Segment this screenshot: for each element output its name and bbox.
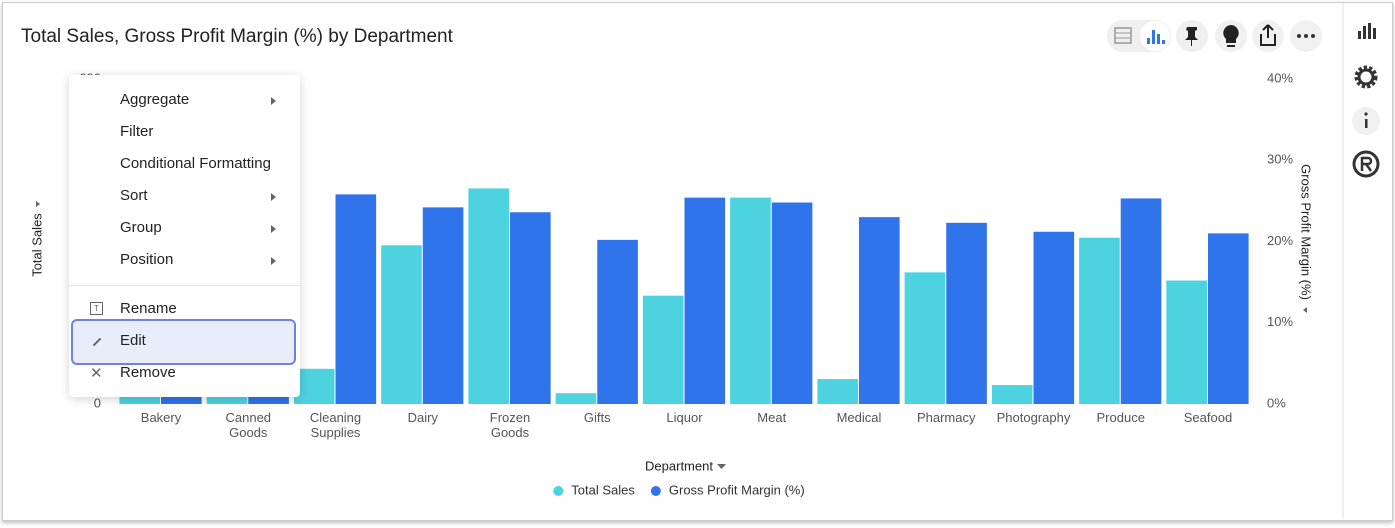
bar (1166, 280, 1207, 404)
menu-highlight (71, 319, 296, 365)
submenu-arrow (271, 97, 276, 105)
bar (468, 188, 510, 404)
submenu-arrow (271, 257, 276, 265)
x-tick-label: Gifts (583, 410, 611, 425)
bar (1207, 233, 1249, 404)
x-tick-label: Meat (757, 410, 787, 425)
y2-tick-label: 10% (1267, 314, 1293, 329)
menu-item[interactable]: Filter (120, 123, 154, 140)
y2-axis-caret[interactable] (1303, 307, 1307, 313)
menu-item[interactable]: Aggregate (120, 91, 190, 108)
bar (684, 197, 726, 404)
bar (817, 379, 858, 404)
y2-tick-label: 40% (1267, 70, 1293, 85)
submenu-arrow (271, 225, 276, 233)
x-tick-label: Bakery (140, 410, 182, 425)
submenu-arrow (271, 193, 276, 201)
bar (510, 212, 551, 404)
x-tick-label: Dairy (407, 410, 438, 425)
x-tick-label: Pharmacy (916, 410, 976, 425)
bar (555, 393, 597, 404)
share-icon (1260, 24, 1276, 46)
y2-tick-label: 20% (1267, 233, 1293, 248)
y-axis-title: Total Sales (29, 213, 44, 277)
y-axis-caret[interactable] (36, 201, 40, 207)
bar (858, 217, 900, 404)
x-axis-title: Department (645, 458, 713, 473)
menu-item[interactable]: Rename (120, 300, 177, 317)
x-tick-label: Frozen Goods (489, 410, 531, 440)
sidebar-chart-icon[interactable] (1358, 23, 1376, 39)
menu-item[interactable]: Remove (120, 364, 176, 381)
bar (1120, 198, 1162, 404)
x-tick-label: Canned Goods (225, 410, 272, 440)
bulb-icon (1223, 25, 1239, 47)
bar (642, 295, 684, 404)
bar (422, 207, 464, 404)
y-tick-label: 0 (94, 395, 101, 410)
x-tick-label: Produce (1096, 410, 1145, 425)
x-axis-caret[interactable] (717, 464, 726, 469)
menu-item[interactable]: Edit (120, 332, 146, 349)
legend-marker (650, 486, 661, 496)
menu-item[interactable]: Group (120, 219, 162, 236)
bar (1079, 237, 1120, 404)
x-tick-label: Medical (836, 410, 882, 425)
bar (293, 368, 335, 404)
more-icon (1297, 34, 1315, 38)
x-tick-label: Photography (996, 410, 1071, 425)
sidebar-info-icon[interactable] (1352, 107, 1380, 135)
legend-marker (553, 486, 564, 496)
menu-item[interactable]: Position (120, 251, 174, 268)
menu-separator (69, 285, 300, 286)
y2-axis-title: Gross Profit Margin (%) (1299, 164, 1314, 300)
remove-icon: ✕ (90, 365, 103, 382)
pin-icon (1185, 27, 1198, 46)
chart-icon (1147, 30, 1165, 44)
chart-title: Total Sales, Gross Profit Margin (%) by … (21, 26, 454, 47)
context-menu: Aggregate Filter Conditional Formatting … (69, 75, 300, 397)
y2-tick-label: 0% (1267, 395, 1286, 410)
bar (597, 239, 638, 404)
bar (904, 272, 946, 404)
bar (1033, 231, 1075, 404)
table-icon[interactable] (1114, 27, 1132, 44)
rename-icon: T (90, 302, 103, 315)
sidebar-r-icon[interactable] (1352, 150, 1380, 178)
menu-item[interactable]: Conditional Formatting (120, 155, 271, 172)
menu-item[interactable]: Sort (120, 187, 148, 204)
bar (335, 194, 377, 404)
y2-tick-label: 30% (1267, 152, 1293, 167)
x-tick-label: Liquor (666, 410, 703, 425)
x-tick-label: Seafood (1183, 410, 1233, 425)
bar (730, 197, 771, 404)
legend-label: Total Sales (571, 482, 635, 497)
bar (991, 385, 1033, 404)
bar (946, 222, 987, 404)
bar (381, 245, 422, 404)
x-tick-label: Cleaning Supplies (309, 410, 362, 440)
sidebar-settings-icon[interactable] (1354, 65, 1378, 89)
legend-label: Gross Profit Margin (%) (669, 482, 805, 497)
bar (771, 202, 813, 404)
